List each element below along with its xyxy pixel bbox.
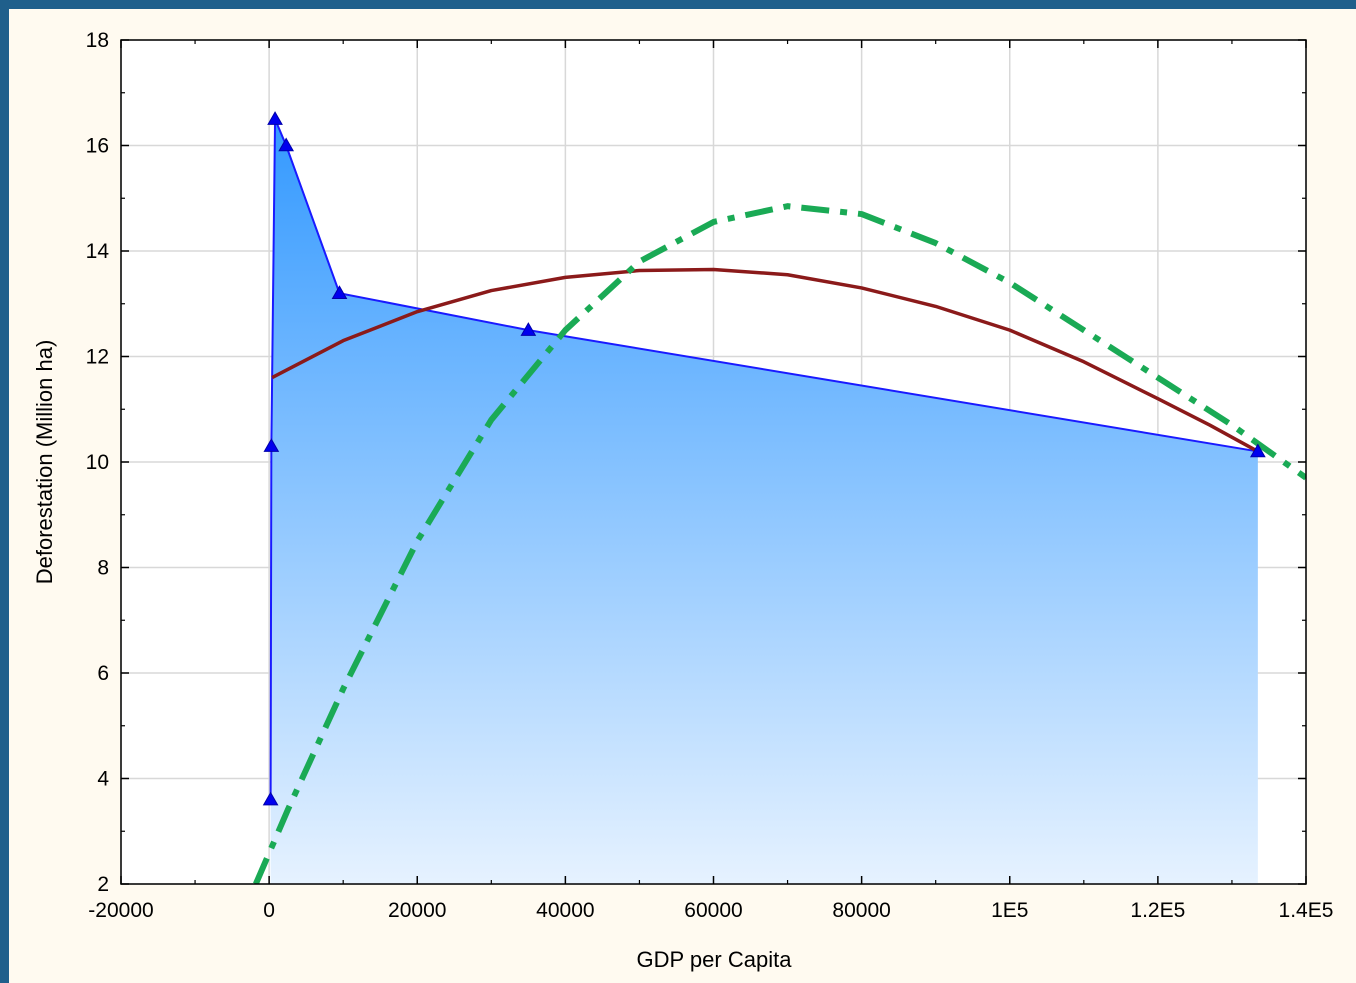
y-axis-title: Deforestation (Million ha) [32, 340, 57, 585]
y-tick-label: 10 [86, 451, 109, 474]
y-tick-label: 16 [86, 135, 109, 158]
y-tick-label: 6 [97, 662, 109, 685]
x-tick-label: -20000 [88, 899, 153, 922]
dash-dot-fit-curve [253, 203, 1306, 884]
y-tick-label: 8 [97, 557, 109, 580]
y-tick-label: 18 [86, 29, 109, 52]
chart-frame: -20000 0 20000 40000 60000 80000 1E5 1.2E5 1.4E5… [9, 9, 1356, 983]
data-point-marker [520, 322, 537, 336]
solid-fit-curve [271, 267, 1259, 453]
data-point-marker [267, 111, 283, 125]
y-tick-label: 2 [97, 873, 109, 896]
ticks: -20000 0 20000 40000 60000 80000 1E5 1.2E5 1.4E5… [86, 29, 1334, 922]
chart-svg: -20000 0 20000 40000 60000 80000 1E5 1.2E5 1.4E5… [32, 29, 1334, 972]
data-point-marker [262, 791, 279, 806]
x-tick-label: 80000 [832, 899, 890, 922]
data-point-marker [278, 137, 295, 152]
area-fill [270, 119, 1258, 884]
data-point-marker [331, 285, 348, 299]
x-tick-label: 1.4E5 [1279, 899, 1334, 922]
y-tick-label: 12 [86, 346, 109, 369]
x-tick-label: 60000 [684, 899, 742, 922]
x-tick-label: 40000 [536, 899, 594, 922]
x-tick-label: 20000 [388, 899, 446, 922]
data-point-marker [263, 438, 280, 452]
x-tick-label: 1E5 [991, 899, 1028, 922]
y-tick-label: 14 [86, 240, 110, 263]
series-layer [253, 111, 1306, 884]
y-tick-label: 4 [97, 768, 109, 791]
x-axis-title: GDP per Capita [637, 947, 793, 972]
data-point-marker [1249, 443, 1266, 458]
x-tick-label: 1.2E5 [1130, 899, 1185, 922]
x-tick-label: 0 [263, 899, 275, 922]
